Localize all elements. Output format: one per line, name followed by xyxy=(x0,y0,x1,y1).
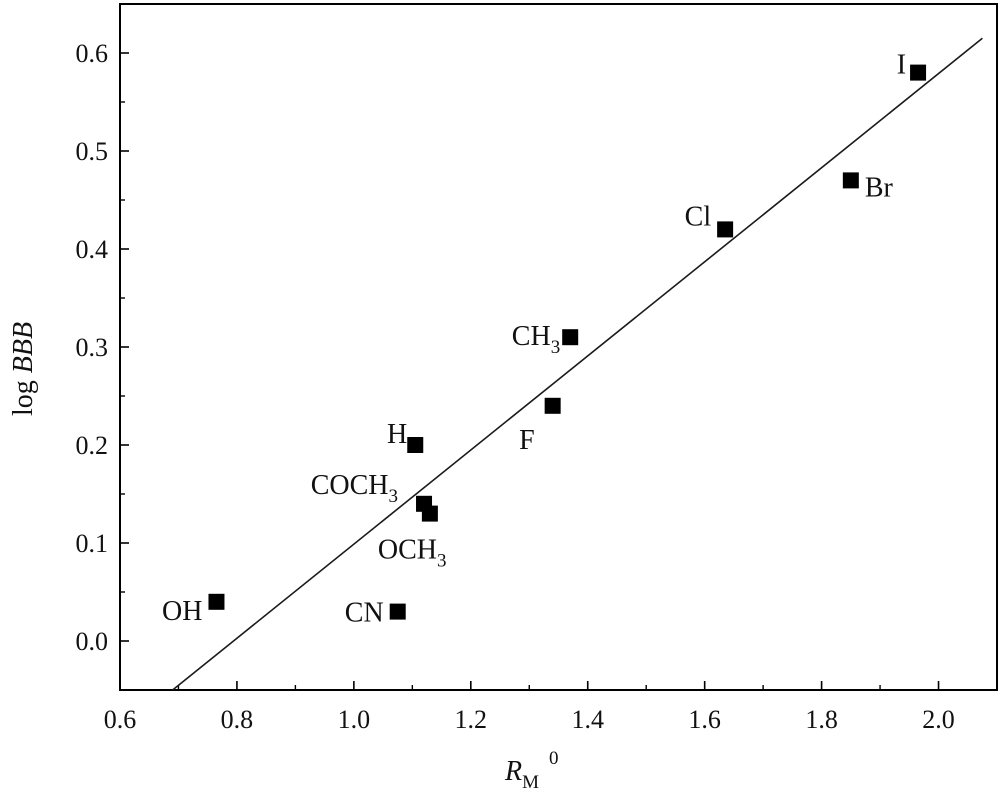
data-point xyxy=(562,329,579,346)
data-point xyxy=(842,172,859,189)
point-label-subscript: 3 xyxy=(389,486,399,507)
point-label-text: H xyxy=(387,419,407,450)
y-axis-title-prefix: log xyxy=(8,373,39,416)
point-label-subscript: 3 xyxy=(551,337,561,358)
data-point xyxy=(717,221,734,238)
y-tick-label: 0.2 xyxy=(76,431,109,460)
data-point xyxy=(208,593,225,610)
y-tick-label: 0.5 xyxy=(76,137,109,166)
data-point xyxy=(544,397,561,414)
point-label-text: Br xyxy=(865,172,894,203)
regression-line xyxy=(172,37,983,691)
point-label: CN xyxy=(345,598,384,629)
axes: 0.6 0.8 1.0 1.2 1.4 1.6 1.8 2.0 0.0 0.1 0.2 0.3 0.4 0… xyxy=(76,3,998,734)
y-axis-title: log BBB xyxy=(8,322,39,416)
x-axis-title-sup: 0 xyxy=(549,748,559,769)
x-tick-label: 0.8 xyxy=(221,705,254,734)
x-axis-title-main: R xyxy=(504,756,522,787)
data-point xyxy=(389,603,406,620)
x-tick-label: 1.0 xyxy=(338,705,371,734)
point-label: Br xyxy=(865,172,894,203)
x-tick-label: 1.4 xyxy=(571,705,604,734)
y-tick-label: 0.4 xyxy=(76,235,109,264)
y-tick-label: 0.0 xyxy=(76,627,109,656)
point-label: OCH3 xyxy=(378,535,447,572)
x-tick-label: 0.6 xyxy=(104,705,137,734)
x-tick-label: 1.2 xyxy=(455,705,488,734)
x-tick-label: 1.6 xyxy=(688,705,721,734)
y-tick-label: 0.1 xyxy=(76,529,109,558)
point-label: COCH3 xyxy=(311,470,398,507)
point-label-text: COCH xyxy=(311,470,389,501)
y-tick-label: 0.3 xyxy=(76,333,109,362)
point-label: H xyxy=(387,419,407,450)
data-points xyxy=(208,64,927,620)
point-label: CH3 xyxy=(512,321,560,358)
point-label-text: I xyxy=(897,50,906,81)
point-label: F xyxy=(519,425,535,456)
data-point xyxy=(910,64,927,81)
y-tick-label: 0.6 xyxy=(76,39,109,68)
point-label-subscript: 3 xyxy=(437,551,447,572)
x-tick-label: 1.8 xyxy=(805,705,838,734)
data-point xyxy=(421,505,438,522)
x-axis-title: RM0 xyxy=(504,748,559,793)
point-label-text: OH xyxy=(162,596,202,627)
data-point xyxy=(407,437,424,453)
point-label-text: F xyxy=(519,425,535,456)
x-tick-label: 2.0 xyxy=(922,705,955,734)
point-label-text: Cl xyxy=(685,201,712,232)
point-label-text: OCH xyxy=(378,535,437,566)
point-label-text: CN xyxy=(345,598,384,629)
point-label: OH xyxy=(162,596,202,627)
point-label: I xyxy=(897,50,906,81)
x-axis-title-sub: M xyxy=(522,772,539,793)
point-label: Cl xyxy=(685,201,712,232)
fit-line-layer xyxy=(172,37,983,691)
y-axis-title-italic: BBB xyxy=(8,322,39,373)
point-label-text: CH xyxy=(512,321,551,352)
